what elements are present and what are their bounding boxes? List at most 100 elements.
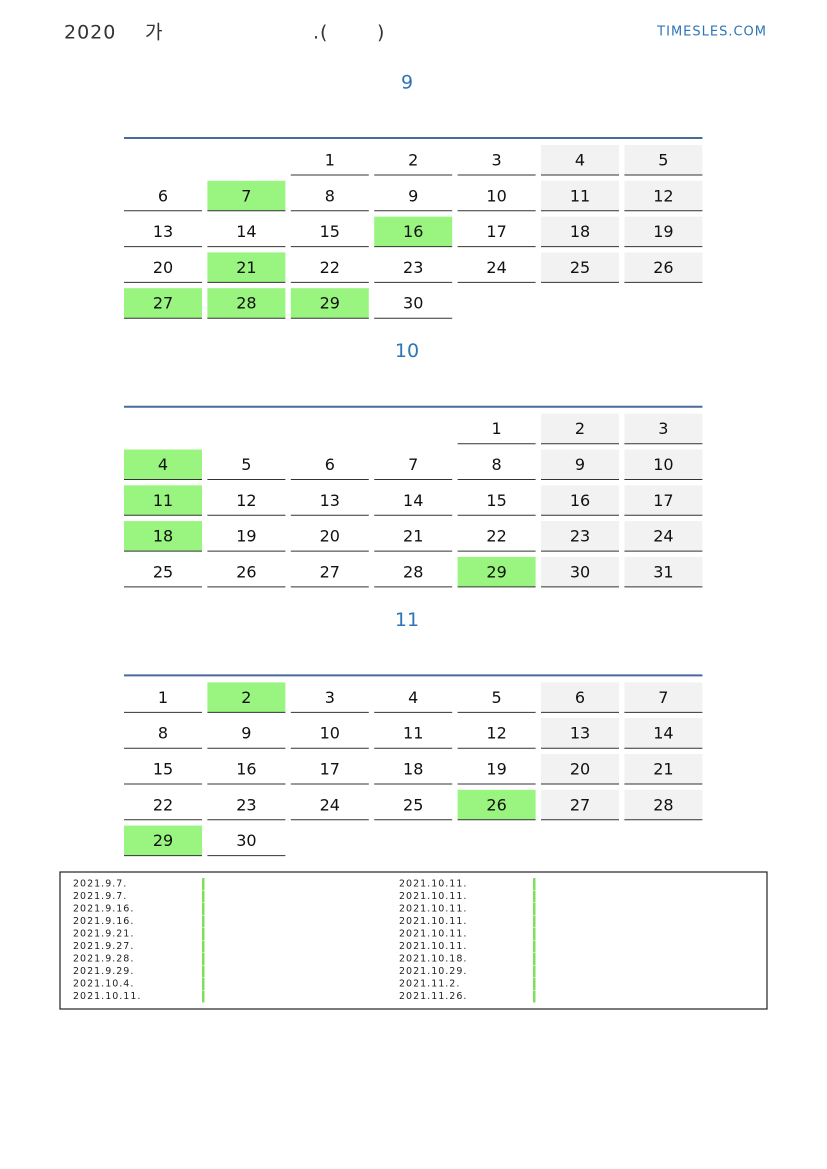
note-marker [533,978,536,990]
weekend-cell [541,413,619,444]
weekend-cell [624,789,703,820]
note-date: 2021.9.27. [73,941,134,952]
highlight-cell [124,485,202,516]
weekend-cell [541,789,619,820]
day-number: 8 [158,724,168,743]
day-number: 3 [658,419,668,438]
day-number: 8 [325,186,335,205]
day-number: 31 [653,562,673,581]
day-number: 2 [575,419,585,438]
day-number: 21 [403,527,423,546]
note-date: 2021.10.11. [399,916,467,927]
note-date: 2021.10.29. [399,966,467,977]
day-number: 24 [486,258,506,277]
note-marker [533,903,536,915]
highlight-cell [207,252,286,283]
weekend-cell [624,556,703,587]
day-number: 6 [575,688,585,707]
weekend-cell [541,145,619,175]
weekend-cell [624,485,703,516]
note-date: 2021.10.11. [399,904,467,915]
note-date: 2021.9.29. [73,966,134,977]
header-text: .( [313,22,328,44]
day-number: 13 [153,222,173,241]
day-number: 4 [408,688,418,707]
day-number: 20 [320,527,340,546]
day-number: 30 [570,562,590,581]
day-number: 10 [653,455,673,474]
day-number: 18 [403,760,423,779]
day-number: 17 [486,222,506,241]
highlight-cell [457,789,536,820]
highlight-cell [207,288,286,319]
note-marker [533,940,536,953]
day-number: 21 [236,258,256,277]
highlight-cell [124,825,202,856]
note-marker [202,940,205,953]
note-date: 2021.11.26. [399,991,467,1002]
weekend-cell [541,521,619,552]
weekend-cell [541,216,619,247]
day-number: 29 [320,294,340,313]
highlight-cell [124,449,202,480]
day-number: 21 [653,760,673,779]
day-number: 23 [570,527,590,546]
note-marker [202,878,205,890]
day-number: 28 [403,562,423,581]
day-number: 17 [320,760,340,779]
highlight-cell [290,288,369,319]
weekend-cell [541,180,619,211]
note-date: 2021.10.11. [399,929,467,940]
day-number: 3 [325,688,335,707]
day-number: 16 [570,491,590,510]
note-marker [202,990,205,1003]
note-date: 2021.10.4. [73,979,134,990]
day-number: 11 [403,724,423,743]
day-number: 14 [403,491,423,510]
day-number: 26 [653,258,673,277]
weekend-cell [624,521,703,552]
day-number: 28 [653,795,673,814]
month-title: 9 [401,72,413,94]
day-number: 23 [403,258,423,277]
day-number: 5 [241,455,251,474]
day-number: 16 [236,760,256,779]
highlight-cell [207,682,286,713]
weekend-cell [624,682,703,713]
note-date: 2021.9.16. [73,916,134,927]
day-number: 12 [653,186,673,205]
day-number: 9 [241,724,251,743]
highlight-cell [124,288,202,319]
day-number: 30 [403,294,423,313]
day-number: 27 [320,562,340,581]
note-date: 2021.10.18. [399,954,467,965]
day-number: 19 [653,222,673,241]
note-marker [202,978,205,990]
weekend-cell [541,252,619,283]
note-date: 2021.9.16. [73,904,134,915]
day-number: 4 [575,151,585,170]
note-date: 2021.9.7. [73,891,127,902]
day-number: 17 [653,491,673,510]
day-number: 18 [570,222,590,241]
weekend-cell [541,485,619,516]
day-number: 15 [153,760,173,779]
day-number: 22 [153,795,173,814]
day-number: 13 [320,491,340,510]
day-number: 14 [653,724,673,743]
day-number: 7 [658,688,668,707]
day-number: 29 [153,831,173,850]
note-marker [533,878,536,890]
note-date: 2021.10.11. [399,941,467,952]
weekend-cell [541,718,619,749]
weekend-cell [541,682,619,713]
note-marker [533,915,536,928]
day-number: 26 [236,562,256,581]
day-number: 19 [236,527,256,546]
note-date: 2021.10.11. [399,891,467,902]
day-number: 11 [153,491,173,510]
day-number: 20 [153,258,173,277]
day-number: 18 [153,527,173,546]
day-number: 12 [486,724,506,743]
